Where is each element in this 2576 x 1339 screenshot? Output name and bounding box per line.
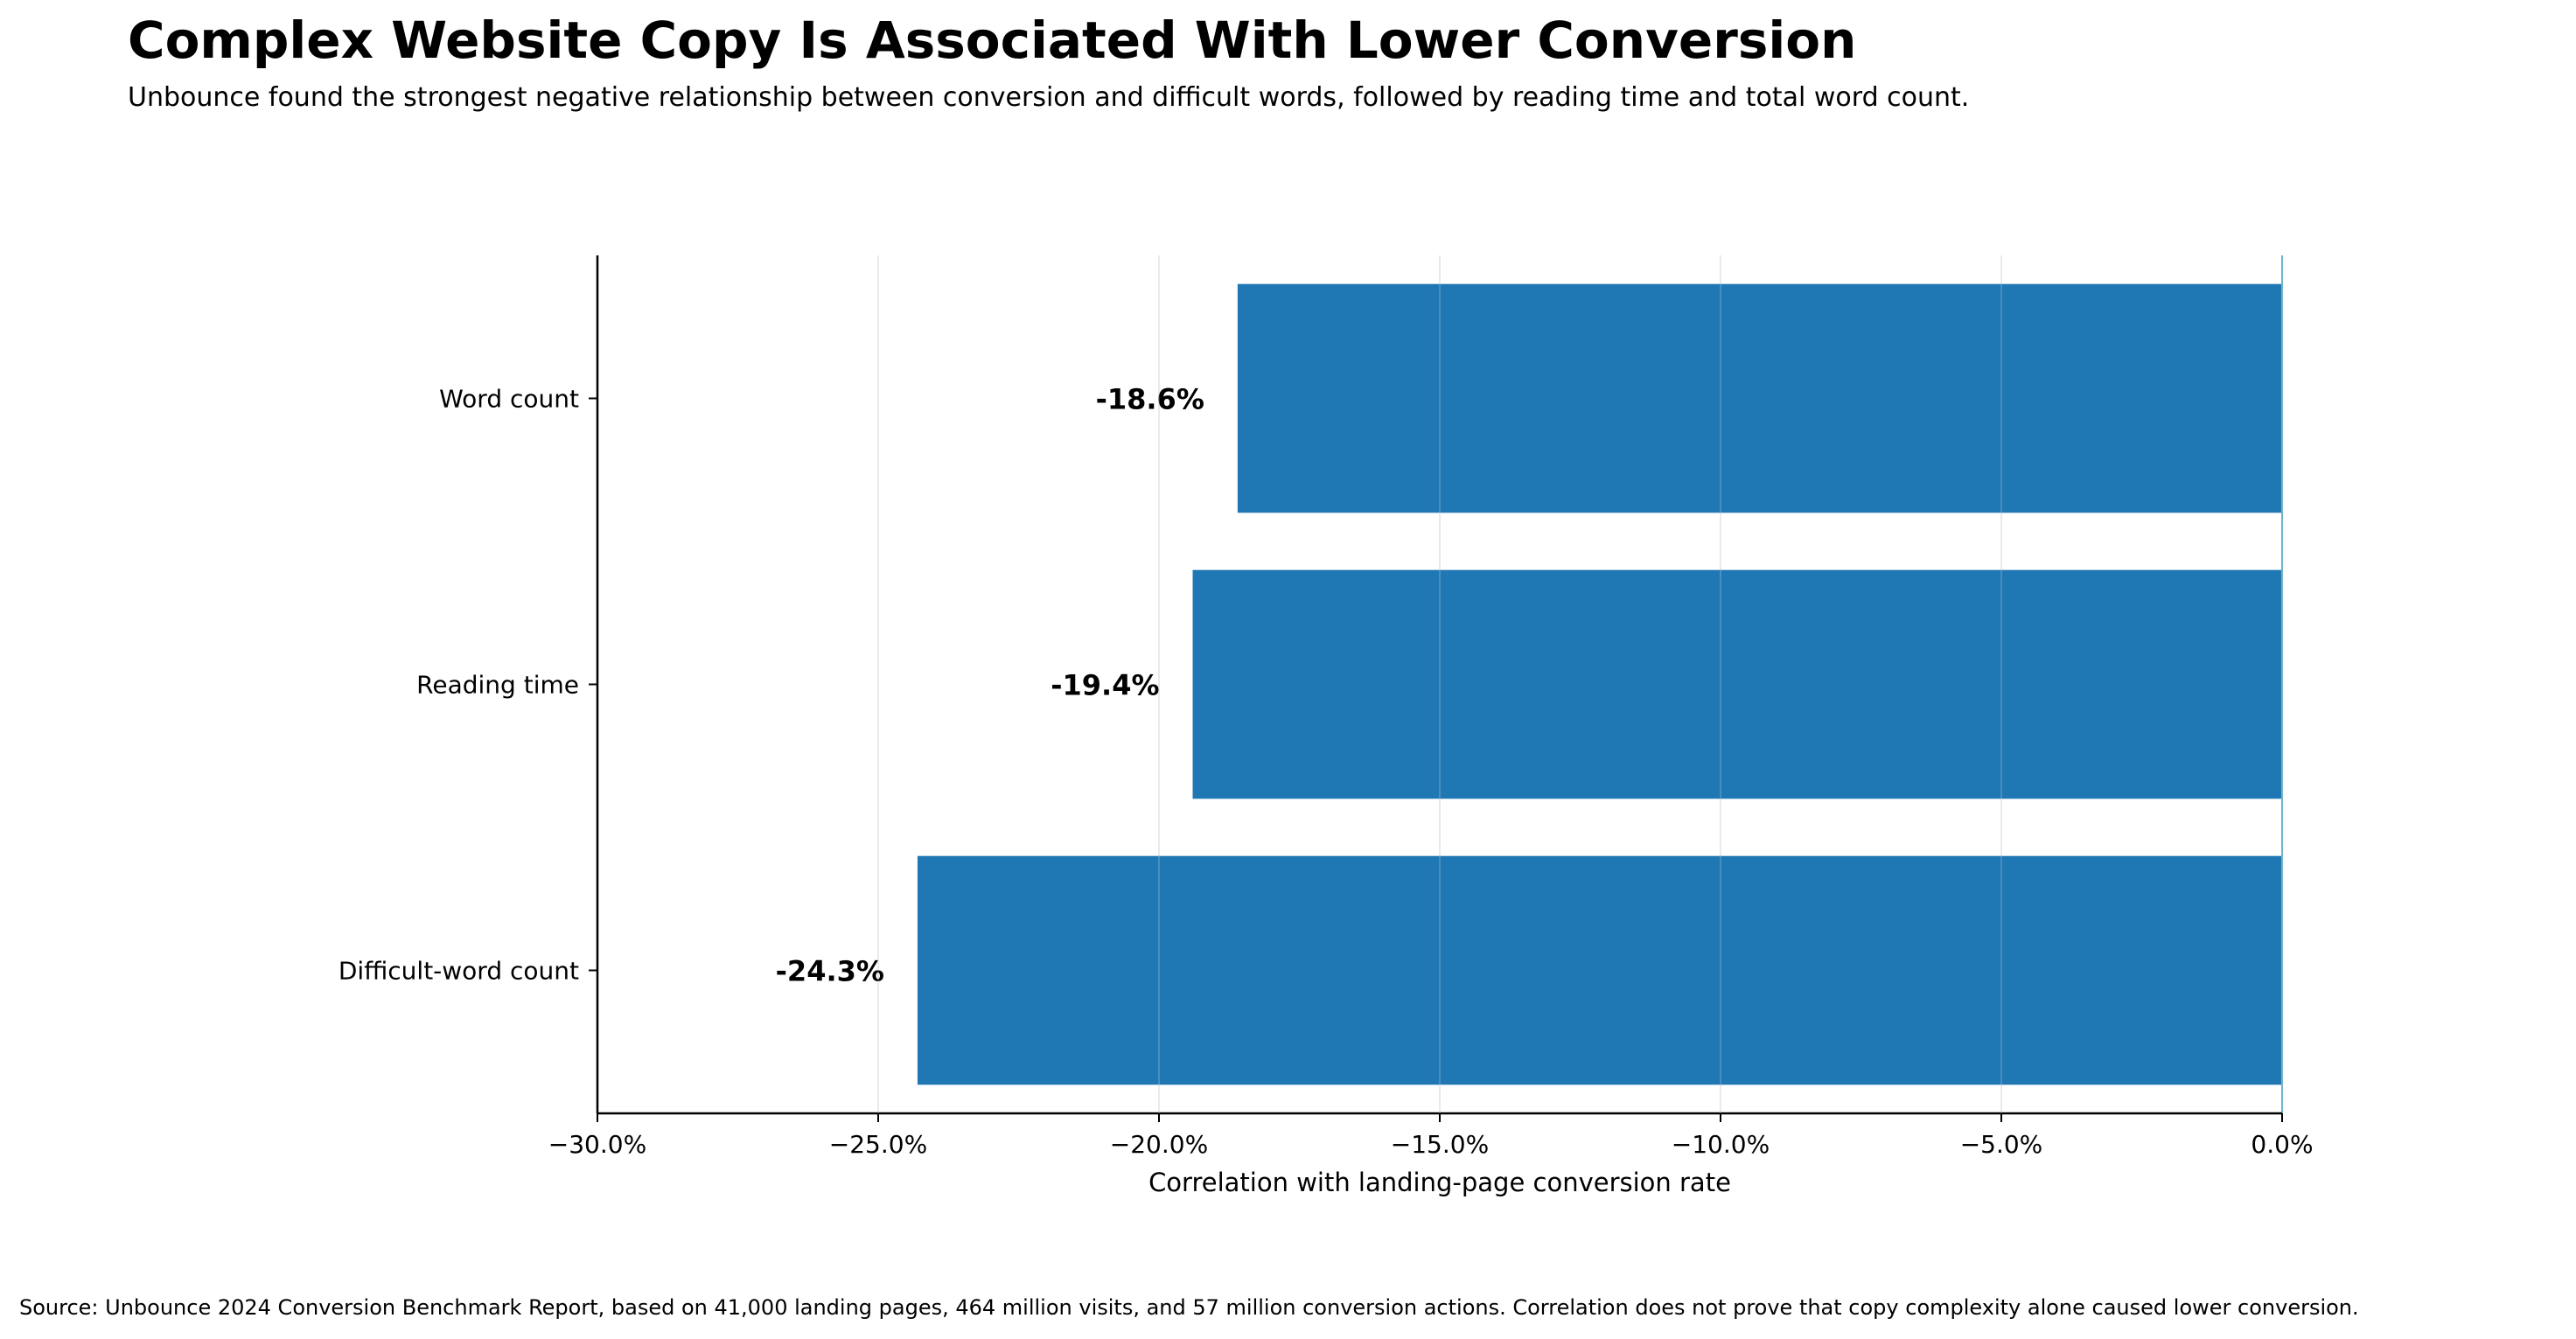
chart-subtitle: Unbounce found the strongest negative re…	[128, 82, 1970, 113]
x-tick-label: −15.0%	[1391, 1130, 1489, 1159]
x-tick-label: 0.0%	[2251, 1130, 2313, 1159]
data-labels: -18.6% -19.4% -24.3%	[776, 255, 2002, 1113]
bar-value-label: -18.6%	[1096, 383, 1204, 416]
x-tick-label: −10.0%	[1672, 1130, 1770, 1159]
x-tick-label: −25.0%	[829, 1130, 927, 1159]
x-tick-label: −20.0%	[1110, 1130, 1208, 1159]
x-axis-label: Correlation with landing-page conversion…	[1148, 1168, 1731, 1197]
y-tick-label: Reading time	[416, 671, 579, 700]
bars	[917, 283, 2282, 1085]
source-note: Source: Unbounce 2024 Conversion Benchma…	[19, 1295, 2359, 1320]
x-tick-label: −30.0%	[548, 1130, 646, 1159]
y-tick-label: Word count	[439, 385, 579, 414]
bar-difficult-word-count	[917, 855, 2282, 1085]
chart-title: Complex Website Copy Is Associated With …	[128, 10, 1857, 70]
x-tick-label: −5.0%	[1960, 1130, 2043, 1159]
y-tick-label: Difficult-word count	[339, 957, 579, 986]
bar-value-label: -24.3%	[776, 955, 884, 988]
bar-word-count	[1237, 283, 2282, 513]
axes: Word count Reading time Difficult-word cou…	[339, 255, 2314, 1159]
bar-reading-time	[1192, 569, 2282, 799]
bar-value-label: -19.4%	[1051, 669, 1159, 702]
